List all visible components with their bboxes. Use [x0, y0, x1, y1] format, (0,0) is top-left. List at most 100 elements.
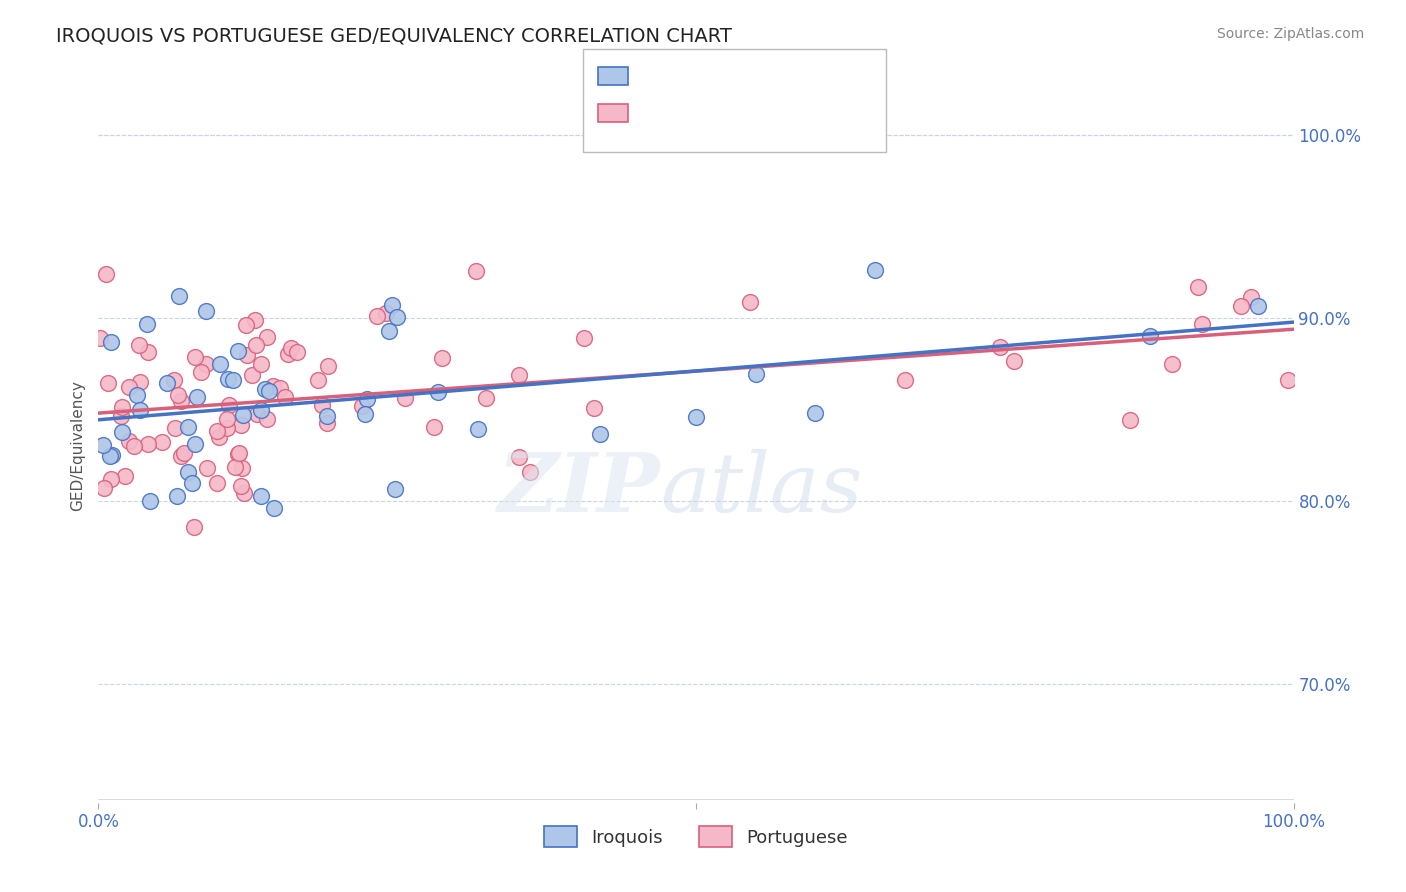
Point: [226, 343, 249, 358]
Point: [222, 374, 245, 388]
Point: [135, 317, 157, 331]
Point: [277, 347, 299, 361]
Point: [1118, 413, 1140, 427]
Point: [205, 476, 228, 491]
Point: [233, 485, 256, 500]
Point: [430, 351, 453, 365]
Point: [307, 373, 329, 387]
Point: [426, 385, 449, 400]
Point: [475, 392, 498, 406]
Point: [262, 379, 284, 393]
Point: [508, 450, 530, 464]
Point: [467, 422, 489, 436]
Point: [256, 412, 278, 426]
Point: [169, 289, 191, 303]
Point: [231, 417, 253, 432]
Point: [254, 383, 277, 397]
Point: [250, 403, 273, 417]
Text: R =: R =: [637, 67, 676, 85]
Point: [128, 337, 150, 351]
Point: [91, 438, 114, 452]
Point: [384, 482, 406, 496]
Point: [100, 472, 122, 486]
Point: [250, 357, 273, 371]
Point: [215, 420, 238, 434]
Text: 0.105: 0.105: [668, 67, 718, 85]
Point: [366, 309, 388, 323]
Point: [205, 424, 228, 438]
Point: [186, 390, 208, 404]
Point: [224, 459, 246, 474]
Point: [195, 461, 218, 475]
Point: [231, 479, 253, 493]
Point: [245, 338, 267, 352]
Point: [582, 401, 605, 415]
Point: [111, 400, 134, 414]
Point: [170, 449, 193, 463]
Point: [100, 335, 122, 350]
Text: N =: N =: [724, 67, 763, 85]
Point: [128, 402, 150, 417]
Text: 44: 44: [758, 67, 780, 85]
Point: [170, 394, 193, 409]
Point: [218, 398, 240, 412]
Point: [311, 398, 333, 412]
Point: [89, 331, 111, 345]
Point: [173, 445, 195, 459]
Point: [1002, 354, 1025, 368]
Point: [381, 297, 404, 311]
Point: [315, 409, 337, 424]
Point: [101, 448, 124, 462]
Point: [231, 408, 253, 422]
Point: [181, 476, 204, 491]
Point: [166, 388, 188, 402]
Point: [988, 340, 1011, 354]
Point: [316, 416, 339, 430]
Point: [177, 465, 200, 479]
Point: [231, 461, 253, 475]
Point: [184, 436, 207, 450]
Point: [316, 359, 339, 374]
Point: [208, 430, 231, 444]
Point: [280, 341, 302, 355]
Point: [110, 409, 132, 424]
Point: [273, 390, 295, 404]
Point: [285, 345, 308, 359]
Point: [519, 465, 541, 479]
Point: [125, 388, 148, 402]
Point: [97, 376, 120, 390]
Point: [465, 264, 488, 278]
Point: [93, 481, 115, 495]
Point: [118, 380, 141, 394]
Point: [745, 367, 768, 381]
Point: [156, 376, 179, 391]
Point: [257, 384, 280, 398]
Point: [256, 330, 278, 344]
Point: [190, 365, 212, 379]
Point: [228, 446, 250, 460]
Point: [354, 407, 377, 421]
Point: [111, 425, 134, 440]
Point: [152, 434, 174, 449]
Text: 83: 83: [758, 104, 780, 122]
Point: [195, 303, 218, 318]
Point: [1277, 373, 1299, 387]
Point: [1191, 317, 1213, 331]
Point: [385, 310, 409, 325]
Point: [246, 407, 269, 421]
Point: [685, 410, 707, 425]
Point: [235, 318, 257, 332]
Text: N =: N =: [724, 104, 763, 122]
Point: [572, 331, 595, 345]
Point: [136, 345, 159, 359]
Y-axis label: GED/Equivalency: GED/Equivalency: [70, 381, 86, 511]
Point: [865, 263, 887, 277]
Point: [894, 373, 917, 387]
Point: [394, 391, 416, 405]
Point: [1247, 300, 1270, 314]
Point: [1187, 279, 1209, 293]
Text: 0.069: 0.069: [668, 104, 718, 122]
Point: [94, 267, 117, 281]
Text: IROQUOIS VS PORTUGUESE GED/EQUIVALENCY CORRELATION CHART: IROQUOIS VS PORTUGUESE GED/EQUIVALENCY C…: [56, 27, 733, 45]
Point: [165, 421, 187, 435]
